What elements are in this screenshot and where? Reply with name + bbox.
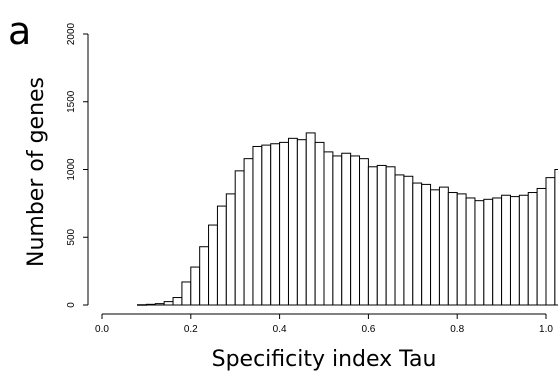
x-tick-label: 1.0	[539, 324, 553, 335]
y-axis-title: Number of genes	[24, 77, 49, 267]
histogram-bar	[314, 141, 325, 306]
histogram-bar	[270, 143, 281, 306]
histogram-bar	[234, 170, 245, 306]
histogram-bar	[394, 174, 405, 306]
histogram-bar	[172, 297, 183, 306]
histogram-bar	[287, 137, 298, 306]
histogram-bar	[154, 303, 165, 306]
histogram-bar	[474, 200, 485, 306]
histogram-bar	[332, 155, 343, 306]
x-axis: 0.0 0.2 0.4 0.6 0.8 1.0	[95, 313, 553, 335]
histogram-bar	[296, 139, 307, 306]
histogram-bar	[509, 196, 520, 306]
histogram-bar	[305, 132, 316, 306]
histogram-bar	[430, 189, 440, 306]
histogram-bar	[350, 155, 361, 306]
y-tick-label: 2000	[66, 22, 77, 45]
histogram-bar	[367, 166, 378, 306]
histogram-bar	[137, 304, 147, 306]
histogram-bar	[243, 158, 254, 306]
histogram-bar	[208, 224, 218, 306]
histogram-bar	[216, 205, 227, 306]
histogram-bar	[412, 182, 423, 306]
x-tick-label: 0.0	[95, 324, 109, 335]
histogram-bar	[554, 169, 558, 306]
x-tick-label: 0.6	[361, 324, 375, 335]
histogram-bar	[376, 164, 387, 306]
histogram-bar	[456, 193, 467, 306]
y-axis: 0 500 1000 1500 2000	[66, 22, 89, 308]
histogram-bar	[385, 166, 396, 306]
y-tick-label: 1500	[66, 90, 77, 113]
x-axis-title: Specificity index Tau	[212, 347, 437, 372]
y-tick-label: 1000	[66, 158, 77, 181]
x-tick-label: 0.8	[450, 324, 464, 335]
histogram-bar	[403, 175, 414, 306]
histogram-bar	[163, 301, 174, 306]
panel-letter: a	[8, 9, 31, 53]
histogram-bar	[483, 198, 494, 306]
histogram-bar	[421, 183, 432, 306]
histogram-bar	[527, 192, 538, 306]
histogram-bar	[545, 177, 556, 306]
histogram-bar	[323, 151, 334, 306]
x-tick-label: 0.2	[184, 324, 198, 335]
histogram-bar	[279, 141, 289, 306]
histogram-bar	[199, 246, 210, 306]
histogram-bar	[438, 186, 449, 306]
bars-group	[137, 132, 558, 306]
histogram-bar	[359, 158, 369, 306]
y-tick-label: 500	[66, 228, 77, 245]
histogram-bar	[261, 144, 272, 306]
histogram-bar	[465, 197, 476, 306]
x-tick-label: 0.4	[273, 324, 287, 335]
histogram-bar	[447, 192, 458, 306]
histogram-bar	[341, 152, 352, 306]
histogram-bar	[492, 197, 503, 306]
histogram-bar	[225, 193, 236, 306]
histogram-bar	[181, 281, 192, 306]
histogram-bar	[501, 194, 511, 306]
histogram-bar	[518, 194, 529, 306]
y-tick-label: 0	[66, 302, 77, 308]
histogram-bar	[536, 187, 547, 306]
histogram-bar	[145, 303, 156, 306]
histogram-bar	[252, 145, 263, 306]
histogram-bar	[190, 266, 201, 306]
